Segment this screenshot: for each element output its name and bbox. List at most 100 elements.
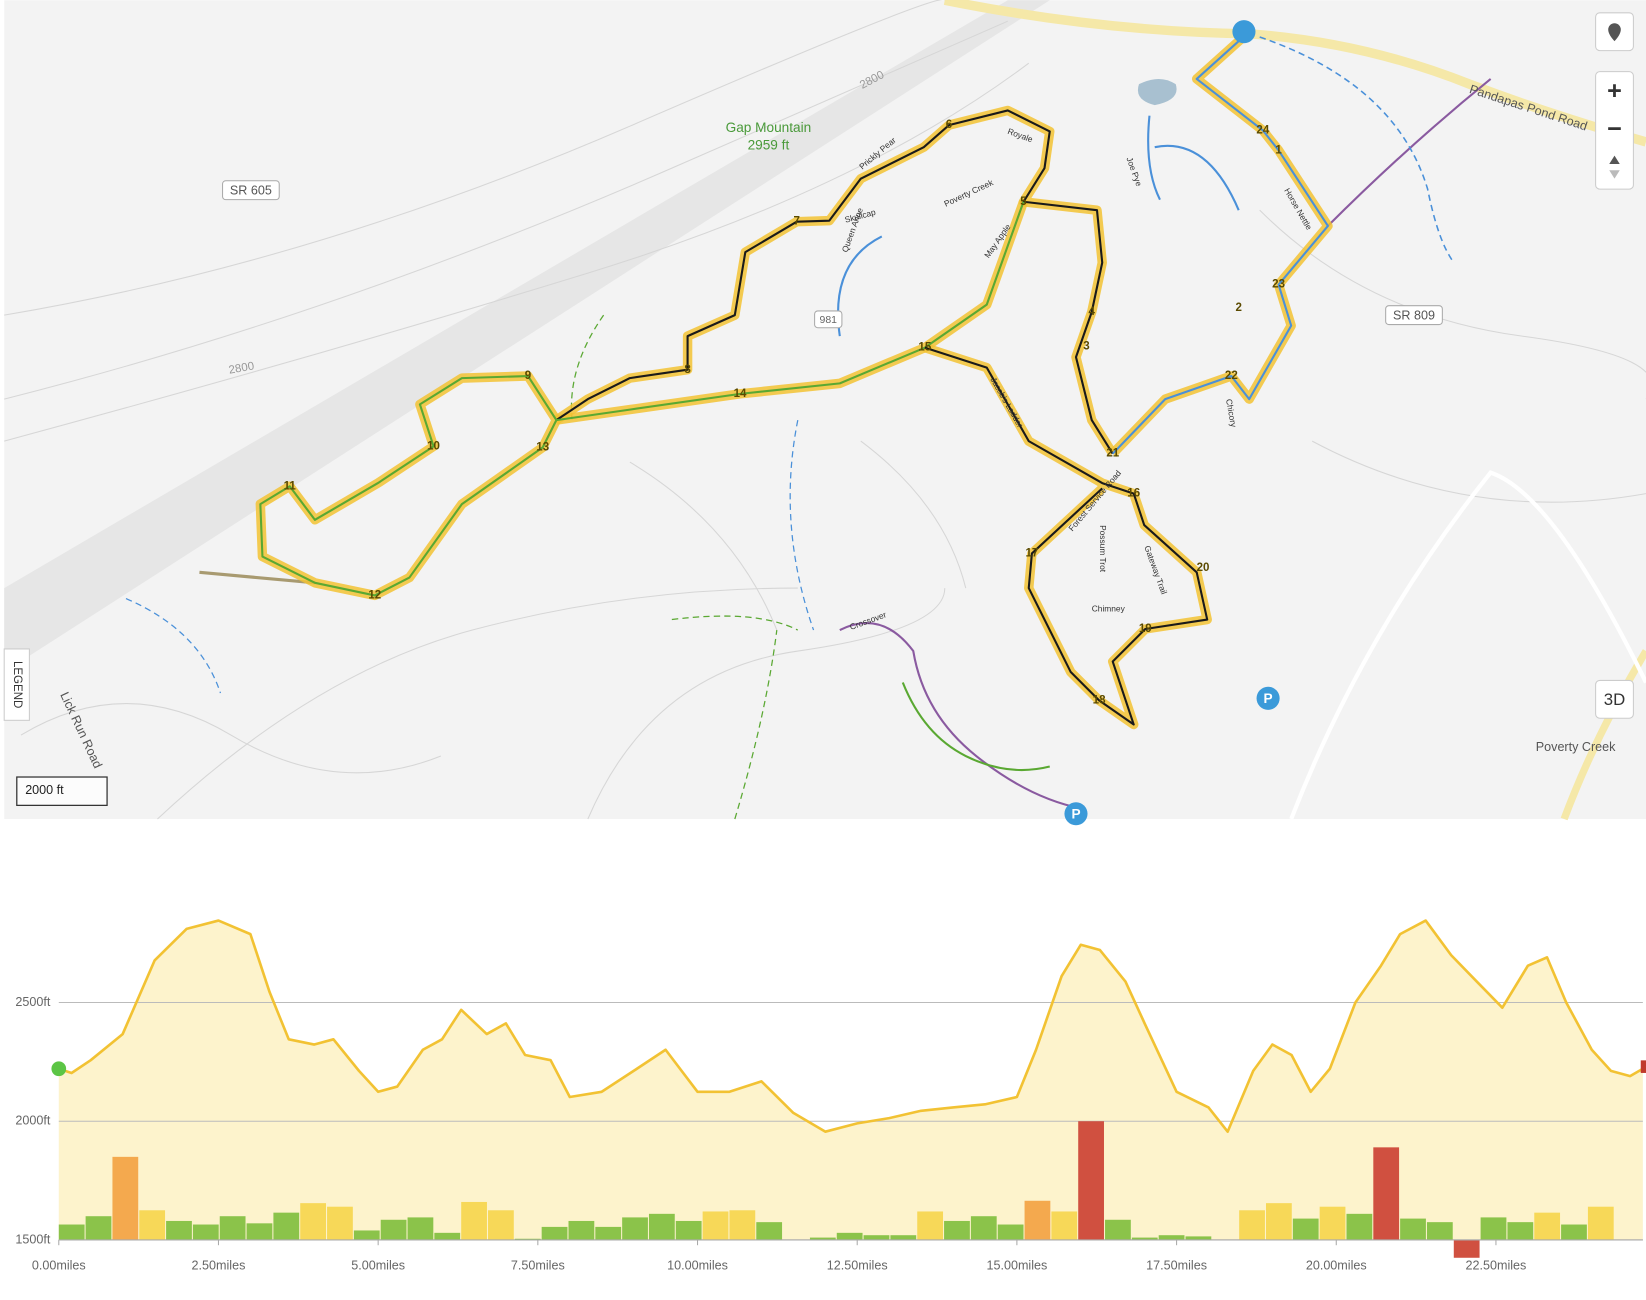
- view-3d-button[interactable]: [1595, 679, 1634, 719]
- peak-name: Gap Mountain: [726, 120, 812, 135]
- road-label: SR 809: [1393, 309, 1435, 323]
- grade-bar: [1561, 1224, 1587, 1240]
- waypoint-number: 9: [525, 370, 531, 382]
- waypoint-number: 14: [734, 388, 747, 400]
- approach-road: [199, 570, 316, 585]
- route: [255, 28, 1333, 730]
- waypoint-number: 6: [946, 119, 952, 131]
- grade-bar: [434, 1232, 461, 1240]
- road: [943, 0, 1646, 147]
- road: [1560, 649, 1646, 821]
- legend-label: LEGEND: [11, 661, 23, 708]
- grade-bar: [1346, 1213, 1373, 1240]
- elevation-area: [58, 920, 1643, 1240]
- end-marker: [1640, 1060, 1646, 1073]
- grade-bar: [1105, 1219, 1131, 1240]
- green-dashed-trail: [570, 314, 799, 820]
- waypoint-number: 12: [368, 589, 381, 601]
- purple-road: [1327, 78, 1492, 227]
- grade-bar: [1426, 1222, 1453, 1240]
- x-tick-label: 5.00miles: [351, 1259, 405, 1273]
- waypoint-number: 8: [684, 364, 691, 376]
- scale-bar: [16, 776, 108, 806]
- waypoint-number: 4: [1089, 306, 1096, 318]
- grade-bar: [85, 1216, 112, 1240]
- waypoint-number: 20: [1197, 562, 1210, 574]
- x-tick-label: 0.00miles: [32, 1259, 86, 1273]
- waypoint-number: 18: [1093, 694, 1106, 706]
- waypoint-number: 21: [1106, 448, 1119, 460]
- road-shield: [1385, 305, 1443, 326]
- grade-bar: [622, 1217, 648, 1240]
- waypoint-number: 10: [427, 440, 440, 452]
- grade-bar: [58, 1224, 85, 1240]
- grade-bar: [1131, 1237, 1158, 1240]
- grade-bar: [1534, 1212, 1561, 1240]
- place-label: Poverty Creek: [1536, 740, 1616, 754]
- road: [1289, 470, 1646, 820]
- waypoint-number: 3: [1083, 341, 1089, 353]
- grade-bar: [1239, 1210, 1265, 1240]
- grade-bar: [1292, 1218, 1319, 1240]
- grade-bar: [1400, 1218, 1426, 1240]
- grade-bar: [944, 1220, 970, 1240]
- grade-bar: [809, 1237, 836, 1240]
- grade-bar: [1078, 1121, 1104, 1240]
- grade-bar: [1185, 1236, 1212, 1240]
- parking-label: P: [1071, 806, 1080, 821]
- trail-name: Chimney: [1092, 603, 1126, 613]
- grade-bar: [756, 1222, 783, 1240]
- waypoint-number: 1: [1275, 144, 1282, 156]
- trailhead-marker[interactable]: [1232, 20, 1256, 44]
- grade-bar: [1319, 1206, 1346, 1240]
- waypoint-number: 17: [1025, 547, 1038, 559]
- grade-bar: [1587, 1206, 1614, 1240]
- zoom-out[interactable]: −: [1607, 115, 1622, 143]
- grade-bar: [407, 1217, 434, 1240]
- grade-bar: [1158, 1235, 1185, 1240]
- waypoint-number: 11: [284, 480, 297, 492]
- green-trail: [901, 682, 1050, 772]
- zoom-in[interactable]: +: [1607, 77, 1622, 105]
- compass[interactable]: [1609, 155, 1620, 164]
- grade-bar: [1453, 1239, 1480, 1258]
- route-line: [259, 374, 558, 597]
- grade-bar: [917, 1211, 944, 1240]
- peak-elevation: 2959 ft: [748, 138, 790, 153]
- waypoint-number: 2: [1235, 302, 1241, 314]
- zoom-controls: [1595, 71, 1634, 190]
- grade-bar: [488, 1210, 514, 1240]
- route-line: [556, 201, 1025, 422]
- grade-bar: [1507, 1222, 1534, 1240]
- map[interactable]: P P Gap Mountain 2959 ft SR 605 SR 809 P…: [3, 0, 1646, 826]
- grade-bar: [219, 1216, 246, 1240]
- elevation-chart: 1500ft 2000ft 2500ft 0.00miles 2.50miles 5.00…: [15, 919, 1646, 1273]
- waypoint-number: 13: [536, 441, 549, 453]
- parking-marker[interactable]: [1256, 686, 1280, 710]
- grade-bar: [353, 1230, 380, 1240]
- grade-bar: [729, 1210, 756, 1240]
- waypoint-number: 15: [918, 342, 931, 354]
- y-tick-label: 2000ft: [15, 1114, 50, 1128]
- grade-bar: [192, 1224, 219, 1240]
- grade-bar: [327, 1206, 353, 1240]
- route-number: 981: [819, 315, 837, 326]
- trail-name: Possum Trot: [1098, 525, 1108, 573]
- x-tick-label: 7.50miles: [511, 1259, 565, 1273]
- parking-marker[interactable]: [1064, 802, 1088, 826]
- pond: [1137, 78, 1177, 106]
- waypoint-number: 19: [1139, 623, 1152, 635]
- grade-bar: [273, 1212, 300, 1240]
- grade-bar: [648, 1213, 675, 1240]
- grade-bar: [863, 1235, 890, 1240]
- grade-bar: [300, 1203, 327, 1240]
- blue-dashed-trail: [1259, 36, 1455, 264]
- legend-tab[interactable]: [3, 648, 30, 721]
- scale-label: 2000 ft: [25, 783, 64, 797]
- waypoint-number: 24: [1256, 124, 1269, 136]
- grade-bar: [568, 1220, 595, 1240]
- trail-name: Chicory: [1224, 398, 1239, 428]
- grade-bar: [1051, 1211, 1078, 1240]
- grade-bar: [541, 1226, 568, 1240]
